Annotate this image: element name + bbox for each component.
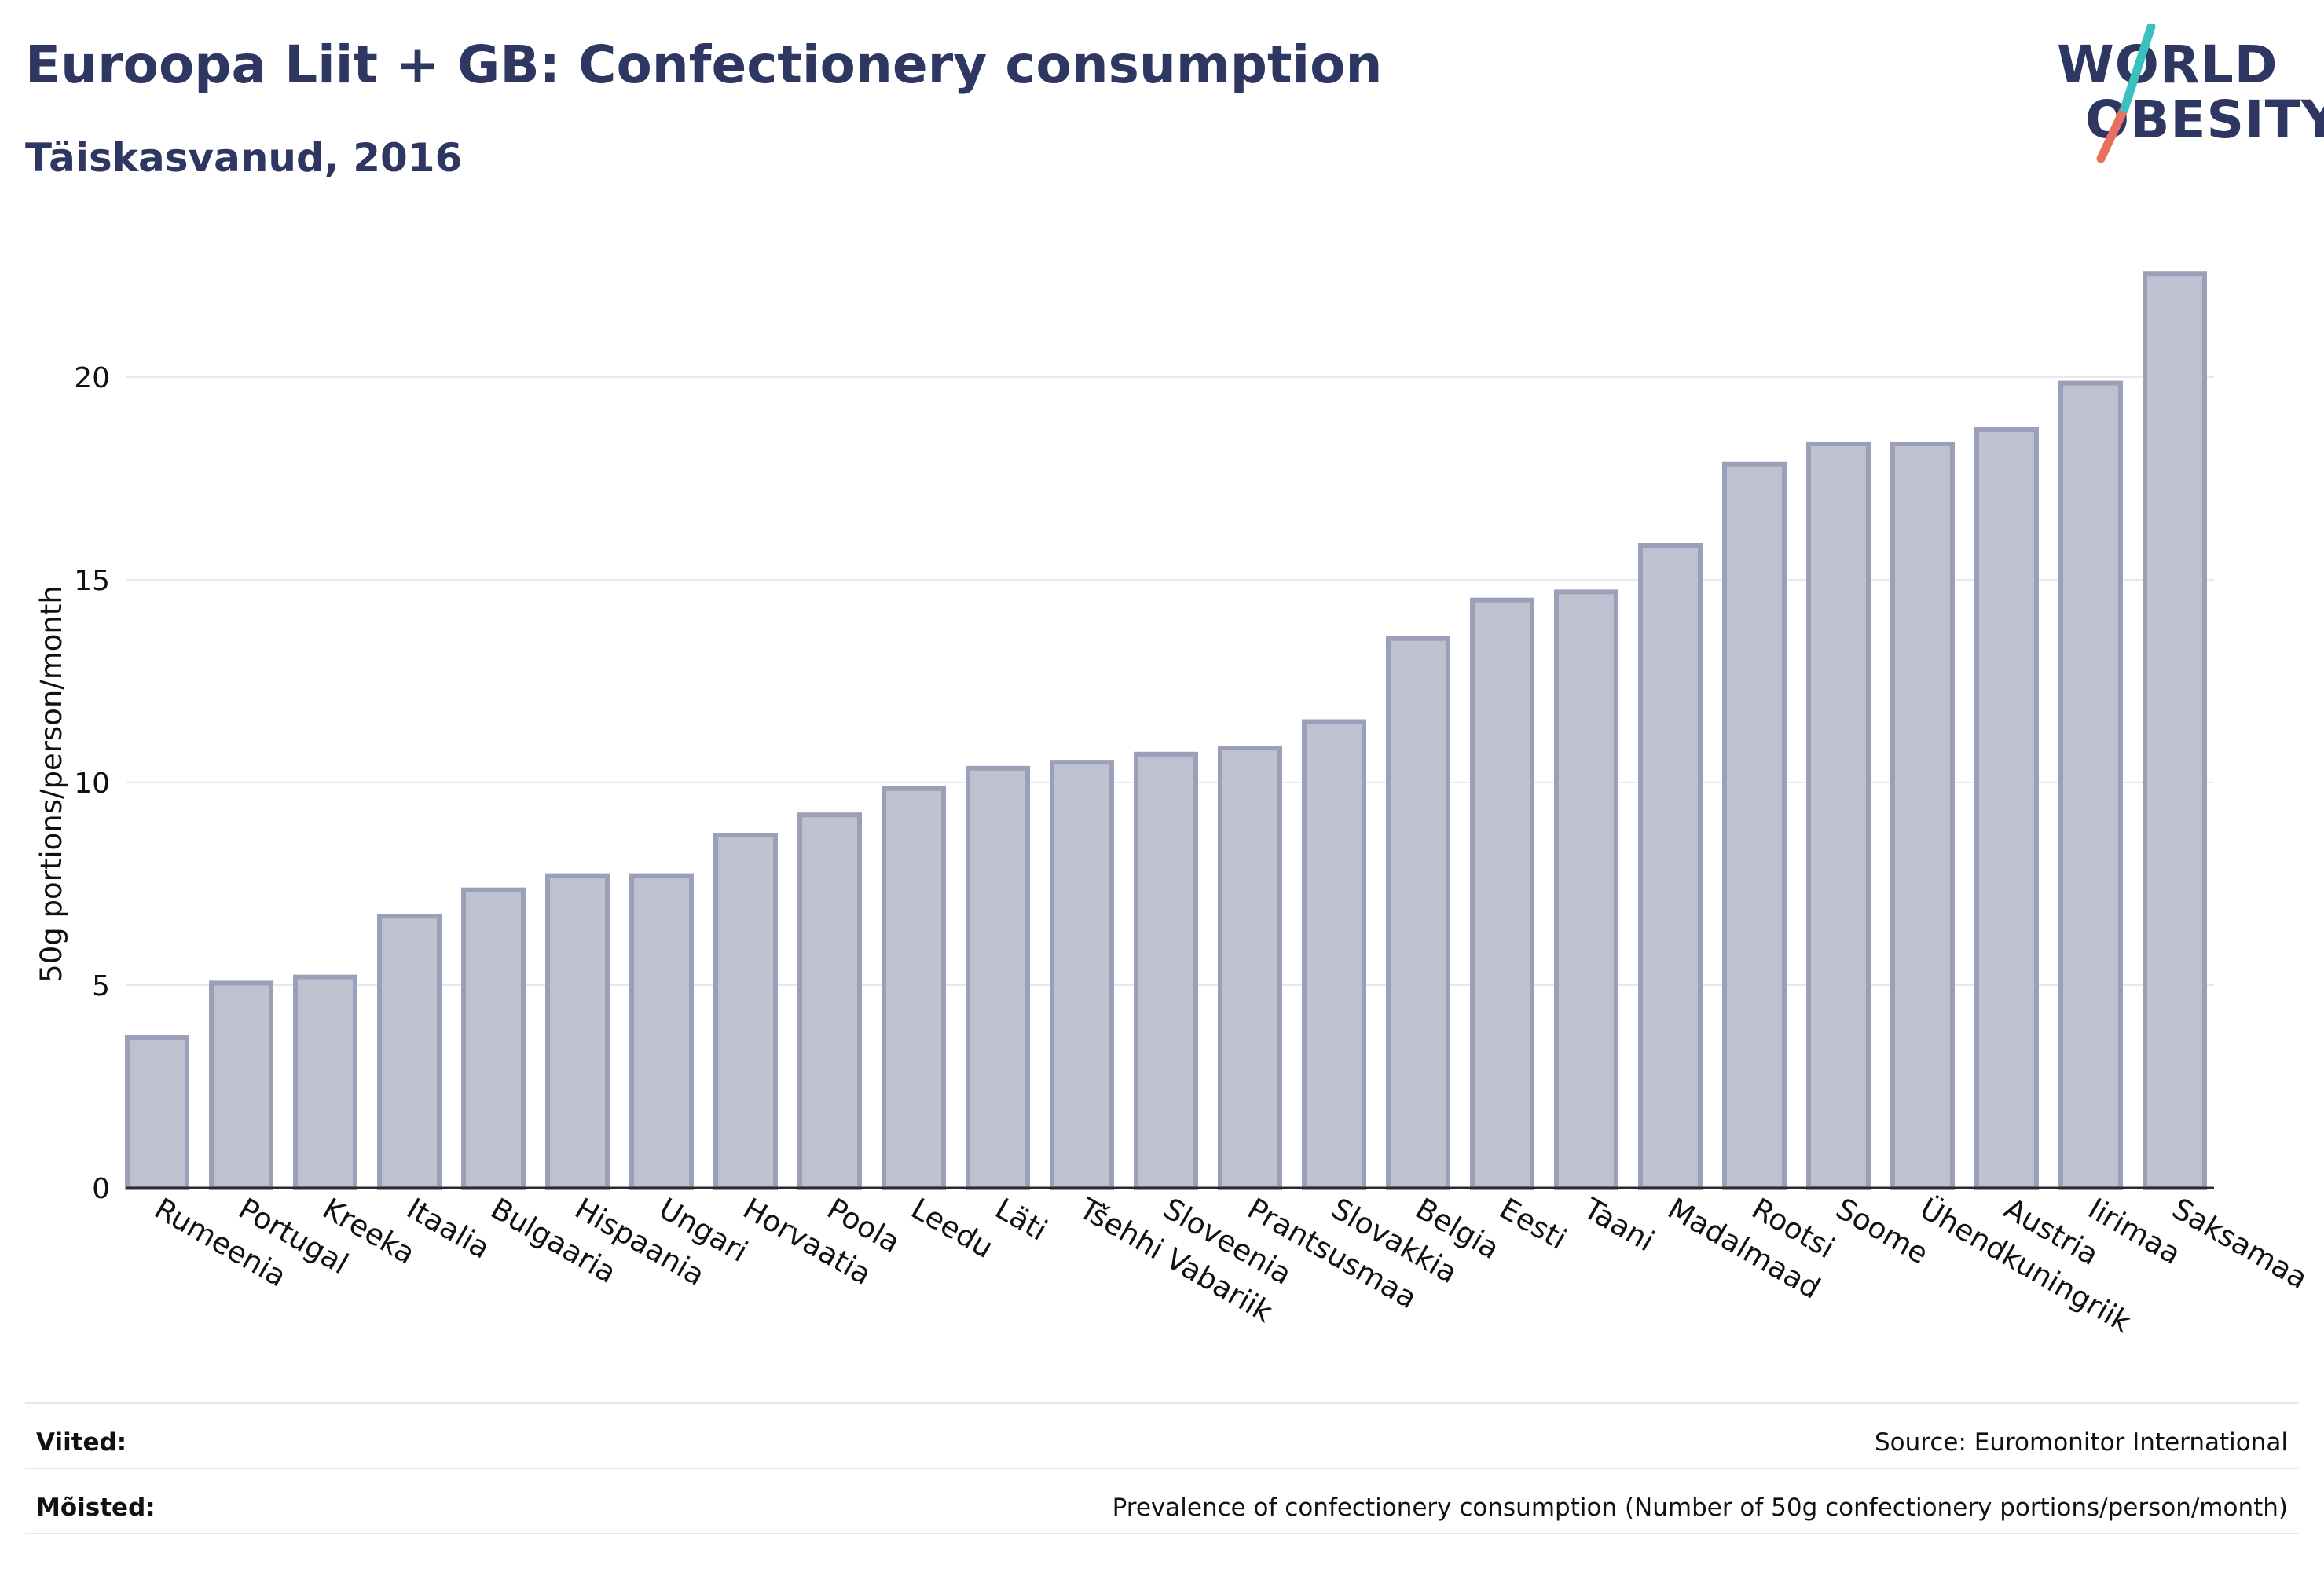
logo-slash-icon [2096, 24, 2156, 163]
bar [125, 1035, 189, 1191]
bar [461, 887, 526, 1191]
bar [1974, 427, 2039, 1190]
bar [1134, 751, 1198, 1190]
bar [1890, 441, 1955, 1190]
bar [1302, 719, 1366, 1190]
bar [1806, 441, 1871, 1190]
bar [1386, 636, 1450, 1190]
bars [125, 271, 2207, 1191]
bar-chart: 0 5 10 15 20 RumeeniaPortugalKreekaItaaliaBu… [35, 271, 2314, 1340]
y-tick-labels: 0 5 10 15 20 [74, 362, 110, 1205]
bar [966, 765, 1030, 1190]
y-tick-label: 0 [92, 1173, 110, 1205]
definitions-value: Prevalence of confectionery consumption … [1112, 1494, 2288, 1522]
bar [1638, 543, 1703, 1190]
bar [713, 833, 778, 1191]
x-tick-label: Soome [1831, 1192, 1934, 1271]
x-tick-label: Iirimaa [2083, 1192, 2187, 1271]
y-tick-label: 15 [74, 565, 110, 597]
y-tick-label: 10 [74, 768, 110, 800]
bar [293, 974, 357, 1190]
bar [797, 812, 862, 1190]
bar [1554, 589, 1618, 1190]
bar [2058, 380, 2123, 1190]
bar [545, 873, 610, 1190]
chart-subtitle: Täiskasvanud, 2016 [25, 135, 463, 181]
chart-title: Euroopa Liit + GB: Confectionery consump… [25, 35, 1383, 95]
bar [1050, 760, 1114, 1190]
x-tick-label: Eesti [1494, 1192, 1573, 1256]
x-tick-label: Läti [990, 1192, 1053, 1248]
footer-divider-middle [25, 1468, 2299, 1469]
bar [1470, 597, 1534, 1190]
bar [1218, 746, 1282, 1190]
bar [377, 914, 442, 1190]
x-tick-label: Saksamaa [2167, 1192, 2314, 1296]
bar [2143, 271, 2207, 1191]
footer-divider-bottom [25, 1533, 2299, 1534]
bar [209, 980, 273, 1190]
x-tick-label: Itaalia [401, 1192, 496, 1266]
x-tick-labels: RumeeniaPortugalKreekaItaaliaBulgaariaHi… [149, 1191, 2314, 1340]
bar [882, 786, 946, 1190]
x-tick-label: Taani [1578, 1191, 1660, 1259]
definitions-label: Mõisted: [36, 1494, 156, 1522]
y-tick-label: 20 [74, 362, 110, 394]
footer-divider-top [25, 1402, 2299, 1404]
x-tick-label: Leedu [906, 1192, 999, 1265]
references-label: Viited: [36, 1428, 127, 1457]
y-tick-label: 5 [92, 970, 110, 1002]
bar [1722, 461, 1787, 1190]
bar [629, 873, 694, 1190]
logo-word-world: WORLD [2057, 35, 2278, 95]
references-value: Source: Euromonitor International [1874, 1428, 2288, 1457]
y-axis-label: 50g portions/person/month [35, 585, 68, 983]
world-obesity-logo: WORLD OBESITY [2052, 24, 2324, 169]
